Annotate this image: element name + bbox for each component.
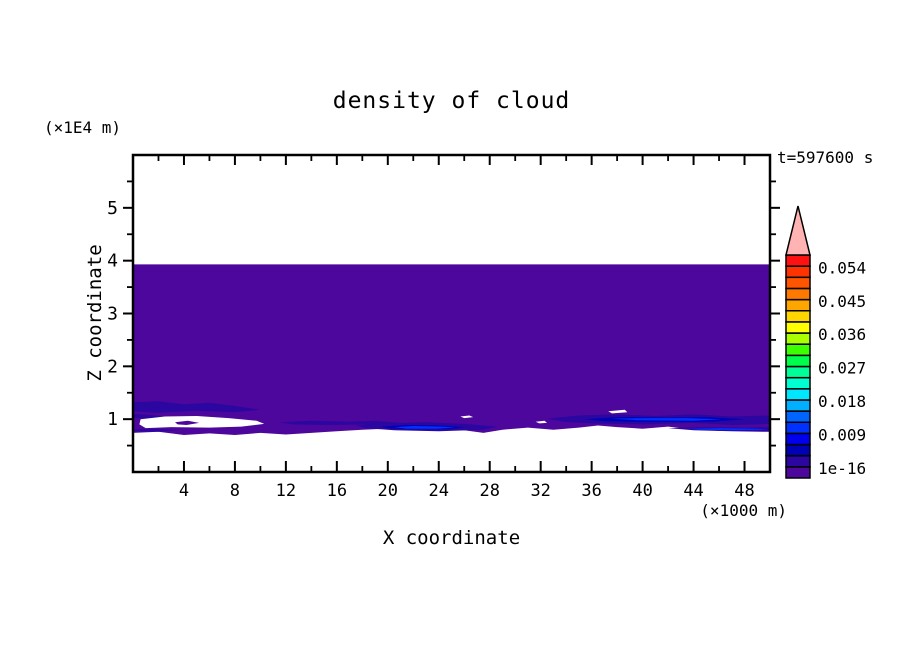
density-region-streak-bottom-left: [133, 428, 178, 432]
x-tick-label: 32: [530, 481, 550, 501]
colorbar-segment: [785, 287, 811, 301]
colorbar-segment: [785, 321, 811, 334]
density-region-cloud-island-in-gap: [175, 420, 200, 425]
x-axis-unit-label: (×1000 m): [700, 501, 787, 520]
x-tick-label: 24: [429, 481, 449, 501]
x-tick-label: 12: [276, 481, 296, 501]
y-axis-unit-label: (×1E4 m): [44, 118, 122, 137]
colorbar-segment: [785, 298, 811, 312]
x-tick-label: 40: [632, 481, 652, 501]
colorbar-segment: [785, 432, 811, 446]
colorbar-tick-label: 0.027: [818, 359, 866, 378]
y-tick-label: 5: [107, 198, 118, 219]
y-axis-title: Z coordinate: [84, 244, 106, 382]
y-tick-label: 1: [107, 409, 118, 430]
y-tick-label: 2: [107, 356, 118, 377]
colorbar-segment: [785, 343, 811, 357]
x-tick-label: 4: [179, 481, 189, 501]
colorbar-segment: [785, 310, 811, 323]
colorbar-segment: [785, 354, 811, 368]
time-label: t=597600 s: [777, 148, 874, 167]
colorbar-segment: [785, 376, 811, 390]
x-tick-label: 20: [378, 481, 398, 501]
x-tick-label: 48: [734, 481, 754, 501]
x-tick-label: 16: [327, 481, 347, 501]
density-region-clear-speck-3: [608, 409, 628, 414]
colorbar-segment: [785, 466, 811, 479]
density-region-band-right-blue-core: [610, 418, 722, 421]
x-tick-label: 36: [581, 481, 601, 501]
density-region-main-cloud-layer: [133, 264, 770, 435]
chart-title: density of cloud: [332, 88, 571, 114]
colorbar-tick-label: 0.009: [818, 426, 866, 445]
density-region-clear-gap-left: [139, 416, 265, 429]
colorbar-segment: [785, 254, 811, 267]
colorbar-tick-label: 0.018: [818, 392, 866, 411]
x-axis-title: X coordinate: [382, 527, 521, 549]
colorbar-tick-label: 0.054: [818, 258, 866, 277]
density-region-band-mid-blue-core: [394, 426, 456, 429]
colorbar-tick-label: 0.045: [818, 292, 866, 311]
plot-frame: [131, 153, 772, 474]
colorbar-segment: [785, 388, 811, 401]
colorbar-segment: [785, 265, 811, 279]
density-region-clear-speck-2: [535, 420, 547, 424]
density-region-streak-mid-upper: [279, 420, 401, 425]
colorbar-overflow-arrow: [785, 205, 811, 256]
x-tick-label: 28: [479, 481, 499, 501]
density-field: [133, 264, 770, 435]
y-tick-label: 4: [107, 251, 118, 272]
y-tick-label: 3: [107, 304, 118, 325]
colorbar-segment: [785, 443, 811, 457]
colorbar-segment: [785, 421, 811, 435]
x-tick-label: 44: [683, 481, 703, 501]
density-region-strip-bottom-right-blue: [687, 428, 769, 431]
colorbar-tick-label: 0.036: [818, 325, 866, 344]
x-tick-label: 8: [230, 481, 240, 501]
colorbar-tick-label: 1e-16: [818, 459, 866, 478]
colorbar-segment: [785, 410, 811, 424]
colorbar-segment: [785, 276, 811, 290]
colorbar-segment: [785, 365, 811, 379]
colorbar-segment: [785, 454, 811, 468]
density-region-clear-speck-1: [460, 415, 474, 419]
density-region-shear-layer-left: [133, 401, 261, 413]
colorbar-segment: [785, 399, 811, 412]
colorbar-segment: [785, 332, 811, 345]
